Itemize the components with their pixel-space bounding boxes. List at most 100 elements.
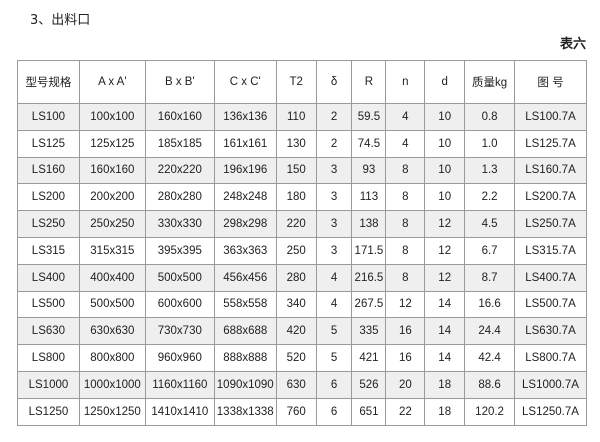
table-cell: 200x200 <box>78 183 146 212</box>
table-row: LS800 800x800 960x960 888x888 520 5 421 16 14 42.… <box>17 344 587 372</box>
table-cell: 400x400 <box>78 263 146 292</box>
table-cell: LS125 <box>17 129 80 158</box>
table-cell: 88.6 <box>464 370 515 399</box>
table-cell: 395x395 <box>144 236 215 265</box>
section-title: 3、出料口 <box>30 13 91 28</box>
table-cell: 20 <box>385 370 426 399</box>
table-cell: LS800 <box>17 344 80 372</box>
table-cell: 1160x1160 <box>144 370 215 399</box>
table-cell: 220x220 <box>144 156 215 185</box>
table-cell: 74.5 <box>351 129 387 158</box>
table-cell: 363x363 <box>213 236 277 265</box>
table-cell: 12 <box>385 290 426 319</box>
table-cell: LS200.7A <box>514 183 587 212</box>
table-cell: 8 <box>385 236 426 265</box>
table-cell: 600x600 <box>144 290 215 319</box>
table-cell: 4 <box>315 263 353 292</box>
column-header: T2 <box>275 60 317 104</box>
table-cell: 216.5 <box>351 263 387 292</box>
column-header: C x C' <box>213 60 277 104</box>
table-cell: 1000x1000 <box>78 370 146 399</box>
table-cell: 12 <box>424 210 466 238</box>
table-cell: 113 <box>351 183 387 212</box>
column-header: A x A' <box>78 60 146 104</box>
table-cell: LS250 <box>17 210 80 238</box>
table-row: LS200 200x200 280x280 248x248 180 3 113 8 10 2.2 L… <box>17 183 587 212</box>
table-cell: 335 <box>351 317 387 346</box>
table-cell: 558x558 <box>213 290 277 319</box>
table-cell: 4 <box>315 290 353 319</box>
table-cell: 18 <box>424 397 466 426</box>
table-cell: LS1250 <box>17 397 80 426</box>
table-cell: 330x330 <box>144 210 215 238</box>
table-cell: 5 <box>315 344 353 372</box>
table-cell: LS800.7A <box>514 344 587 372</box>
table-cell: 888x888 <box>213 344 277 372</box>
table-cell: 1410x1410 <box>144 397 215 426</box>
table-cell: 12 <box>424 263 466 292</box>
table-cell: 8.7 <box>464 263 515 292</box>
table-cell: 500x500 <box>144 263 215 292</box>
table-cell: 315x315 <box>78 236 146 265</box>
table-cell: LS400 <box>17 263 80 292</box>
table-cell: LS1000.7A <box>514 370 587 399</box>
table-cell: 8 <box>385 263 426 292</box>
table-cell: 16.6 <box>464 290 515 319</box>
table-row: LS400 400x400 500x500 456x456 280 4 216.5 8 12 8.… <box>17 263 587 292</box>
table-cell: 220 <box>275 210 317 238</box>
table-cell: 3 <box>315 236 353 265</box>
table-cell: 3 <box>315 210 353 238</box>
column-header: d <box>424 60 466 104</box>
table-cell: LS400.7A <box>514 263 587 292</box>
table-cell: 630x630 <box>78 317 146 346</box>
column-header: 图 号 <box>514 60 587 104</box>
table-row: LS315 315x315 395x395 363x363 250 3 171.5 8 12 6.… <box>17 236 587 265</box>
table-row: LS1000 1000x1000 1160x1160 1090x1090 630 6 526… <box>17 370 587 399</box>
table-cell: 3 <box>315 183 353 212</box>
table-cell: 59.5 <box>351 103 387 131</box>
table-cell: 180 <box>275 183 317 212</box>
table-cell: 1.3 <box>464 156 515 185</box>
table-cell: 10 <box>424 156 466 185</box>
table-cell: 161x161 <box>213 129 277 158</box>
table-cell: 160x160 <box>78 156 146 185</box>
table-row: LS100 100x100 160x160 136x136 110 2 59.5 4 10 0.8… <box>17 103 587 131</box>
table-cell: 4 <box>385 103 426 131</box>
table-row: LS160 160x160 220x220 196x196 150 3 93 8 10 1.3 LS… <box>17 156 587 185</box>
table-cell: 18 <box>424 370 466 399</box>
table-cell: LS630 <box>17 317 80 346</box>
table-cell: 5 <box>315 317 353 346</box>
table-cell: 16 <box>385 317 426 346</box>
table-cell: 93 <box>351 156 387 185</box>
table-row: LS630 630x630 730x730 688x688 420 5 335 16 14 24.… <box>17 317 587 346</box>
column-header: B x B' <box>144 60 215 104</box>
table-cell: 6.7 <box>464 236 515 265</box>
table-cell: 250x250 <box>78 210 146 238</box>
table-cell: LS500.7A <box>514 290 587 319</box>
table-cell: LS315.7A <box>514 236 587 265</box>
table-cell: 340 <box>275 290 317 319</box>
table-cell: LS500 <box>17 290 80 319</box>
table-cell: 14 <box>424 344 466 372</box>
table-cell: 6 <box>315 370 353 399</box>
table-cell: 1338x1338 <box>213 397 277 426</box>
table-cell: 136x136 <box>213 103 277 131</box>
table-row: LS250 250x250 330x330 298x298 220 3 138 8 12 4.5 L… <box>17 210 587 238</box>
table-cell: 298x298 <box>213 210 277 238</box>
table-cell: LS100 <box>17 103 80 131</box>
table-cell: 125x125 <box>78 129 146 158</box>
column-header: n <box>385 60 426 104</box>
table-cell: 1.0 <box>464 129 515 158</box>
table-cell: 10 <box>424 103 466 131</box>
table-row: LS1250 1250x1250 1410x1410 1338x1338 760 6 651… <box>17 397 587 426</box>
table-cell: 267.5 <box>351 290 387 319</box>
table-cell: 730x730 <box>144 317 215 346</box>
table-cell: LS1000 <box>17 370 80 399</box>
table-cell: LS630.7A <box>514 317 587 346</box>
table-cell: 3 <box>315 156 353 185</box>
table-cell: 100x100 <box>78 103 146 131</box>
table-cell: 420 <box>275 317 317 346</box>
column-header: 型号规格 <box>17 60 80 104</box>
